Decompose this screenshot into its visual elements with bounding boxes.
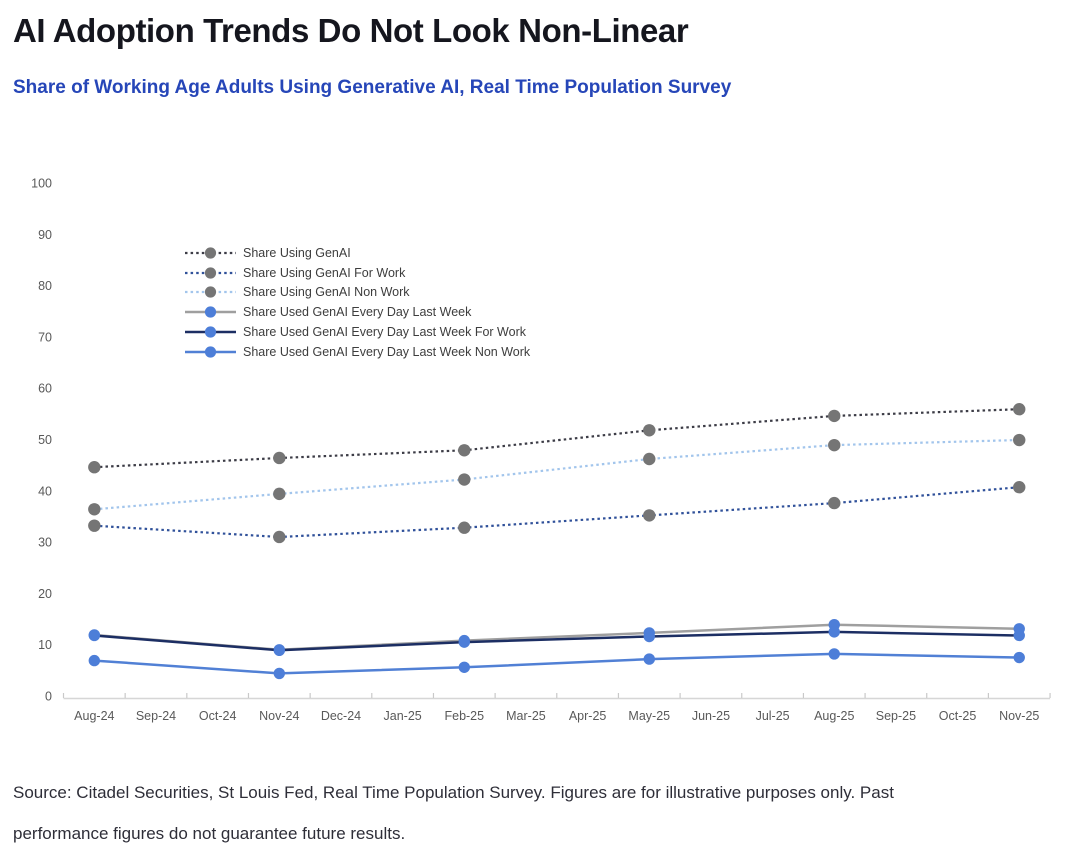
- series-marker-5: [1013, 651, 1025, 664]
- legend-swatch-icon: [185, 267, 236, 279]
- series-marker-4: [643, 630, 655, 643]
- legend-label: Share Using GenAI For Work: [243, 265, 406, 280]
- y-axis-label: 80: [38, 279, 52, 293]
- series-marker-2: [643, 452, 656, 466]
- chart-legend: Share Using GenAI Share Using GenAI For W…: [184, 243, 530, 362]
- series-line-1: [94, 486, 1020, 539]
- x-axis-label: Jan-25: [384, 709, 422, 723]
- legend-swatch-icon: [185, 346, 236, 358]
- x-axis-label: May-25: [628, 709, 670, 723]
- source-line-2: performance figures do not guarantee fut…: [13, 823, 406, 843]
- legend-item-4: Share Used GenAI Every Day Last Week For…: [184, 322, 530, 342]
- x-axis-label: Nov-24: [259, 709, 299, 723]
- y-axis-label: 0: [45, 690, 52, 704]
- legend-label: Share Using GenAI: [243, 245, 351, 260]
- x-axis-label: Feb-25: [444, 709, 484, 723]
- series-marker-1: [273, 530, 286, 544]
- series-line-5: [94, 652, 1020, 675]
- x-axis-label: Nov-25: [999, 709, 1039, 723]
- legend-item-5: Share Used GenAI Every Day Last Week Non…: [184, 342, 530, 362]
- series-marker-1: [1013, 481, 1026, 494]
- series-line-4: [94, 630, 1020, 652]
- series-marker-0: [458, 444, 471, 457]
- y-axis-label: 20: [38, 587, 52, 601]
- series-marker-0: [273, 451, 286, 465]
- legend-item-3: Share Used GenAI Every Day Last Week: [184, 302, 530, 322]
- series-marker-1: [458, 521, 471, 534]
- x-axis-label: Jun-25: [692, 709, 730, 723]
- legend-swatch-icon: [185, 326, 236, 338]
- series-marker-2: [1013, 433, 1026, 447]
- series-marker-1: [643, 509, 656, 522]
- y-axis-label: 50: [38, 433, 52, 447]
- series-marker-0: [643, 424, 656, 437]
- series-marker-2: [828, 438, 841, 452]
- x-axis-label: Jul-25: [756, 709, 790, 723]
- line-chart-canvas: Aug-24 Sep-24 Oct-24 Nov-24 Dec-24 Jan-25 Feb-…: [31, 177, 1051, 723]
- legend-item-0: Share Using GenAI: [184, 243, 530, 263]
- series-marker-5: [643, 653, 655, 665]
- legend-label: Share Used GenAI Every Day Last Week Non…: [243, 344, 531, 359]
- x-axis-label: Dec-24: [321, 709, 361, 723]
- x-axis-label: Sep-24: [136, 709, 176, 723]
- y-axis-label: 100: [31, 177, 52, 191]
- page-title: AI Adoption Trends Do Not Look Non-Linea…: [13, 12, 689, 49]
- series-marker-2: [88, 503, 101, 516]
- legend-item-2: Share Using GenAI Non Work: [184, 283, 530, 303]
- y-axis-label: 10: [38, 638, 52, 652]
- series-marker-1: [88, 519, 101, 532]
- legend-item-1: Share Using GenAI For Work: [184, 263, 530, 283]
- series-marker-1: [828, 496, 841, 510]
- x-axis-label: Aug-25: [814, 709, 854, 723]
- x-axis-label: Oct-25: [939, 709, 977, 723]
- legend-swatch-icon: [185, 247, 236, 259]
- source-line-1: Source: Citadel Securities, St Louis Fed…: [13, 782, 894, 802]
- series-line-0: [94, 408, 1020, 469]
- series-marker-4: [273, 644, 286, 657]
- x-axis-label: Oct-24: [199, 709, 237, 723]
- y-axis-label: 30: [38, 536, 52, 550]
- series-marker-5: [273, 667, 286, 680]
- y-axis-label: 70: [38, 330, 52, 344]
- legend-label: Share Used GenAI Every Day Last Week For…: [243, 325, 526, 340]
- series-marker-0: [88, 461, 101, 474]
- series-marker-4: [88, 629, 101, 642]
- series-marker-4: [828, 626, 840, 638]
- y-axis-label: 60: [38, 382, 52, 396]
- x-axis-label: Apr-25: [569, 709, 607, 723]
- series-line-2: [94, 438, 1020, 511]
- series-marker-5: [458, 661, 470, 673]
- x-axis-label: Aug-24: [74, 709, 114, 723]
- y-axis-label: 40: [38, 484, 52, 498]
- series-marker-2: [273, 487, 286, 501]
- x-axis-label: Sep-25: [876, 709, 916, 723]
- chart-subtitle: Share of Working Age Adults Using Genera…: [13, 77, 732, 98]
- legend-swatch-icon: [185, 286, 236, 299]
- series-marker-4: [458, 636, 470, 648]
- series-marker-5: [88, 654, 101, 667]
- legend-label: Share Using GenAI Non Work: [243, 285, 410, 300]
- x-axis-label: Mar-25: [506, 709, 546, 723]
- series-marker-4: [1013, 629, 1025, 642]
- legend-label: Share Used GenAI Every Day Last Week: [243, 305, 472, 320]
- y-axis-label: 90: [38, 228, 52, 242]
- source-note: Source: Citadel Securities, St Louis Fed…: [13, 772, 1069, 853]
- series-marker-0: [1013, 403, 1026, 416]
- legend-swatch-icon: [185, 306, 236, 318]
- series-marker-5: [828, 648, 840, 660]
- series-marker-2: [458, 473, 471, 486]
- series-marker-0: [828, 409, 841, 423]
